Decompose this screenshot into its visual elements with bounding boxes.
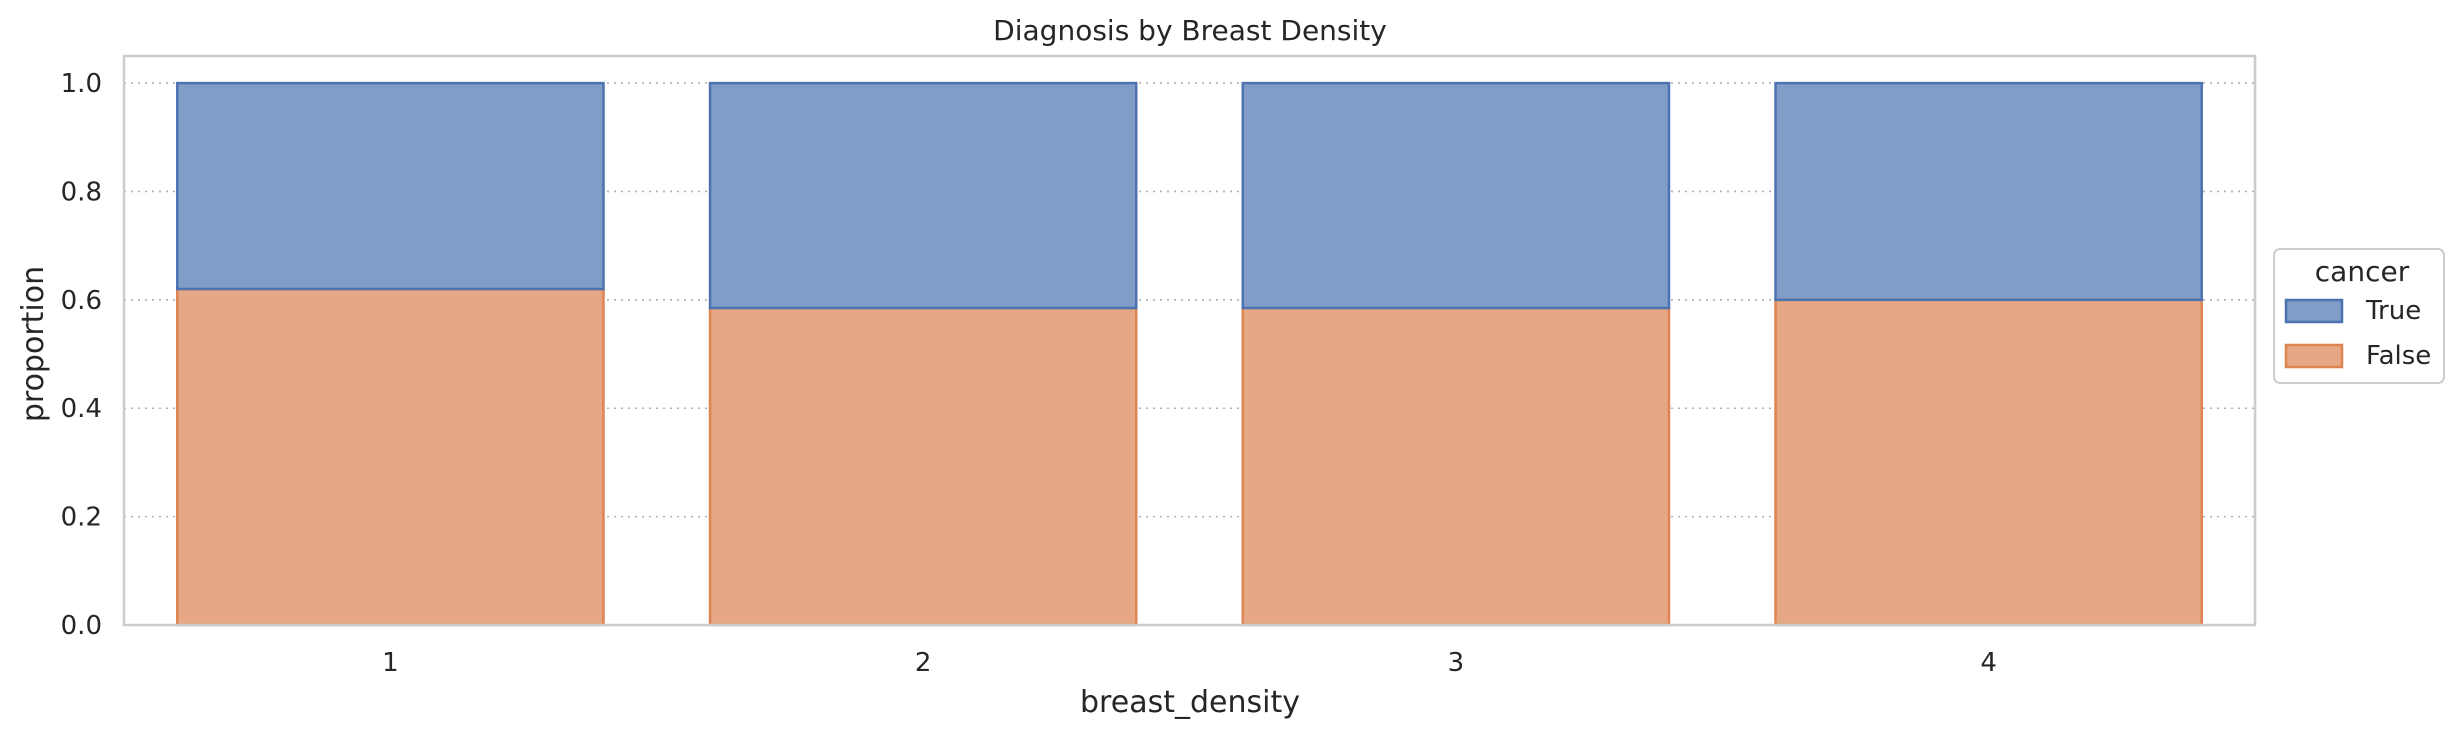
legend: cancer True False <box>2273 248 2445 384</box>
gridlines <box>124 82 2255 518</box>
x-tick-label: 1 <box>382 648 399 678</box>
x-tick-label: 2 <box>915 648 932 678</box>
bar-true-3 <box>1241 81 1671 310</box>
x-axis-ticks: 1 2 3 4 <box>382 648 1997 678</box>
y-tick-label: 0.0 <box>61 611 102 641</box>
chart-title: Diagnosis by Breast Density <box>993 14 1387 47</box>
legend-swatch-false <box>2284 343 2344 369</box>
axes-frame <box>122 54 2257 627</box>
y-tick-label: 1.0 <box>61 69 102 99</box>
bars <box>176 81 2203 627</box>
y-tick-label: 0.6 <box>61 286 102 316</box>
y-tick-label: 0.8 <box>61 177 102 207</box>
bar-false-2 <box>708 306 1138 627</box>
x-tick-label: 4 <box>1980 648 1997 678</box>
y-tick-label: 0.4 <box>61 394 102 424</box>
bar-false-1 <box>176 287 605 627</box>
legend-title: cancer <box>2315 255 2410 288</box>
bar-true-1 <box>176 81 605 291</box>
x-axis-label: breast_density <box>1080 685 1300 720</box>
bar-true-2 <box>708 81 1138 310</box>
x-tick-label: 3 <box>1448 648 1465 678</box>
y-axis-ticks: 0.0 0.2 0.4 0.6 0.8 1.0 <box>61 69 102 641</box>
legend-label-false: False <box>2366 341 2431 371</box>
legend-swatch-true <box>2284 298 2344 324</box>
legend-label-true: True <box>2365 296 2421 326</box>
y-tick-label: 0.2 <box>61 503 102 533</box>
bar-false-3 <box>1241 306 1671 627</box>
y-axis-label: proportion <box>16 266 51 422</box>
bar-true-4 <box>1774 81 2203 302</box>
bar-false-4 <box>1774 298 2203 627</box>
